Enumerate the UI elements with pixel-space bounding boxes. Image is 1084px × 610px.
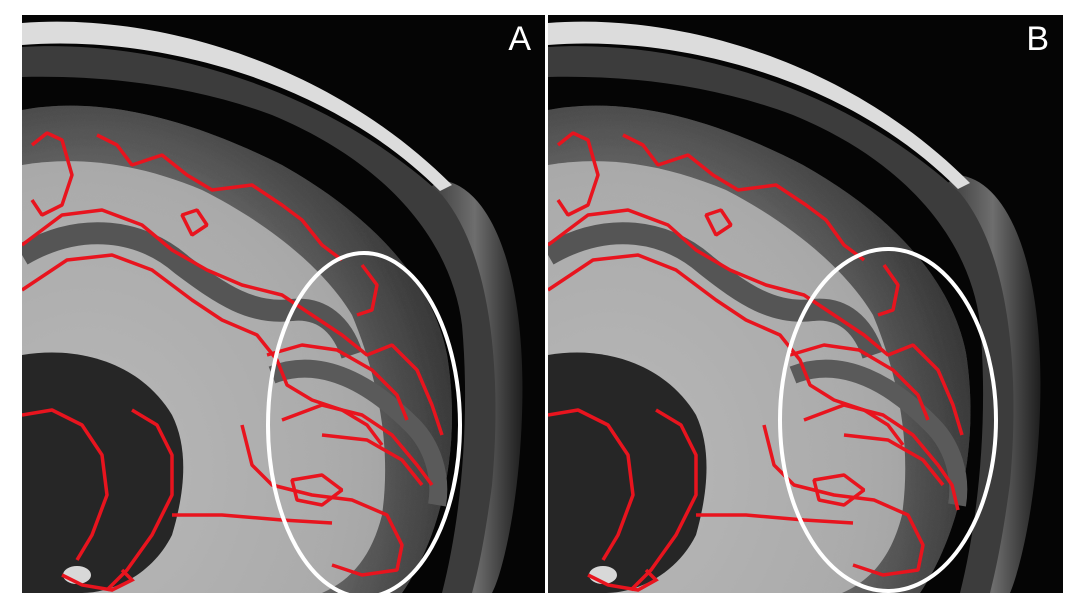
- artifact-contour: [587, 568, 659, 592]
- skull-band-outer: [22, 21, 452, 192]
- highlight-ellipse: [266, 251, 462, 593]
- gyrus-band-2: [268, 359, 448, 507]
- gyrus-band-1: [22, 222, 363, 359]
- highlight-ellipse: [778, 247, 998, 593]
- gyrus-band-1: [548, 222, 884, 359]
- panel-label: B: [1026, 20, 1049, 58]
- gyrus-band-2: [789, 359, 968, 507]
- mri-image-b: [548, 15, 1063, 593]
- segmentation-contours: [22, 131, 444, 592]
- mri-panel-a: A: [22, 15, 545, 593]
- mri-image-a: [22, 15, 545, 593]
- panel-label: A: [508, 20, 531, 58]
- artifact-contour: [61, 568, 135, 592]
- mri-panel-b: B: [548, 15, 1063, 593]
- coil-pad: [427, 180, 523, 593]
- skull-band-outer: [548, 21, 970, 189]
- ventricle: [548, 352, 707, 593]
- coil-pad: [945, 175, 1041, 593]
